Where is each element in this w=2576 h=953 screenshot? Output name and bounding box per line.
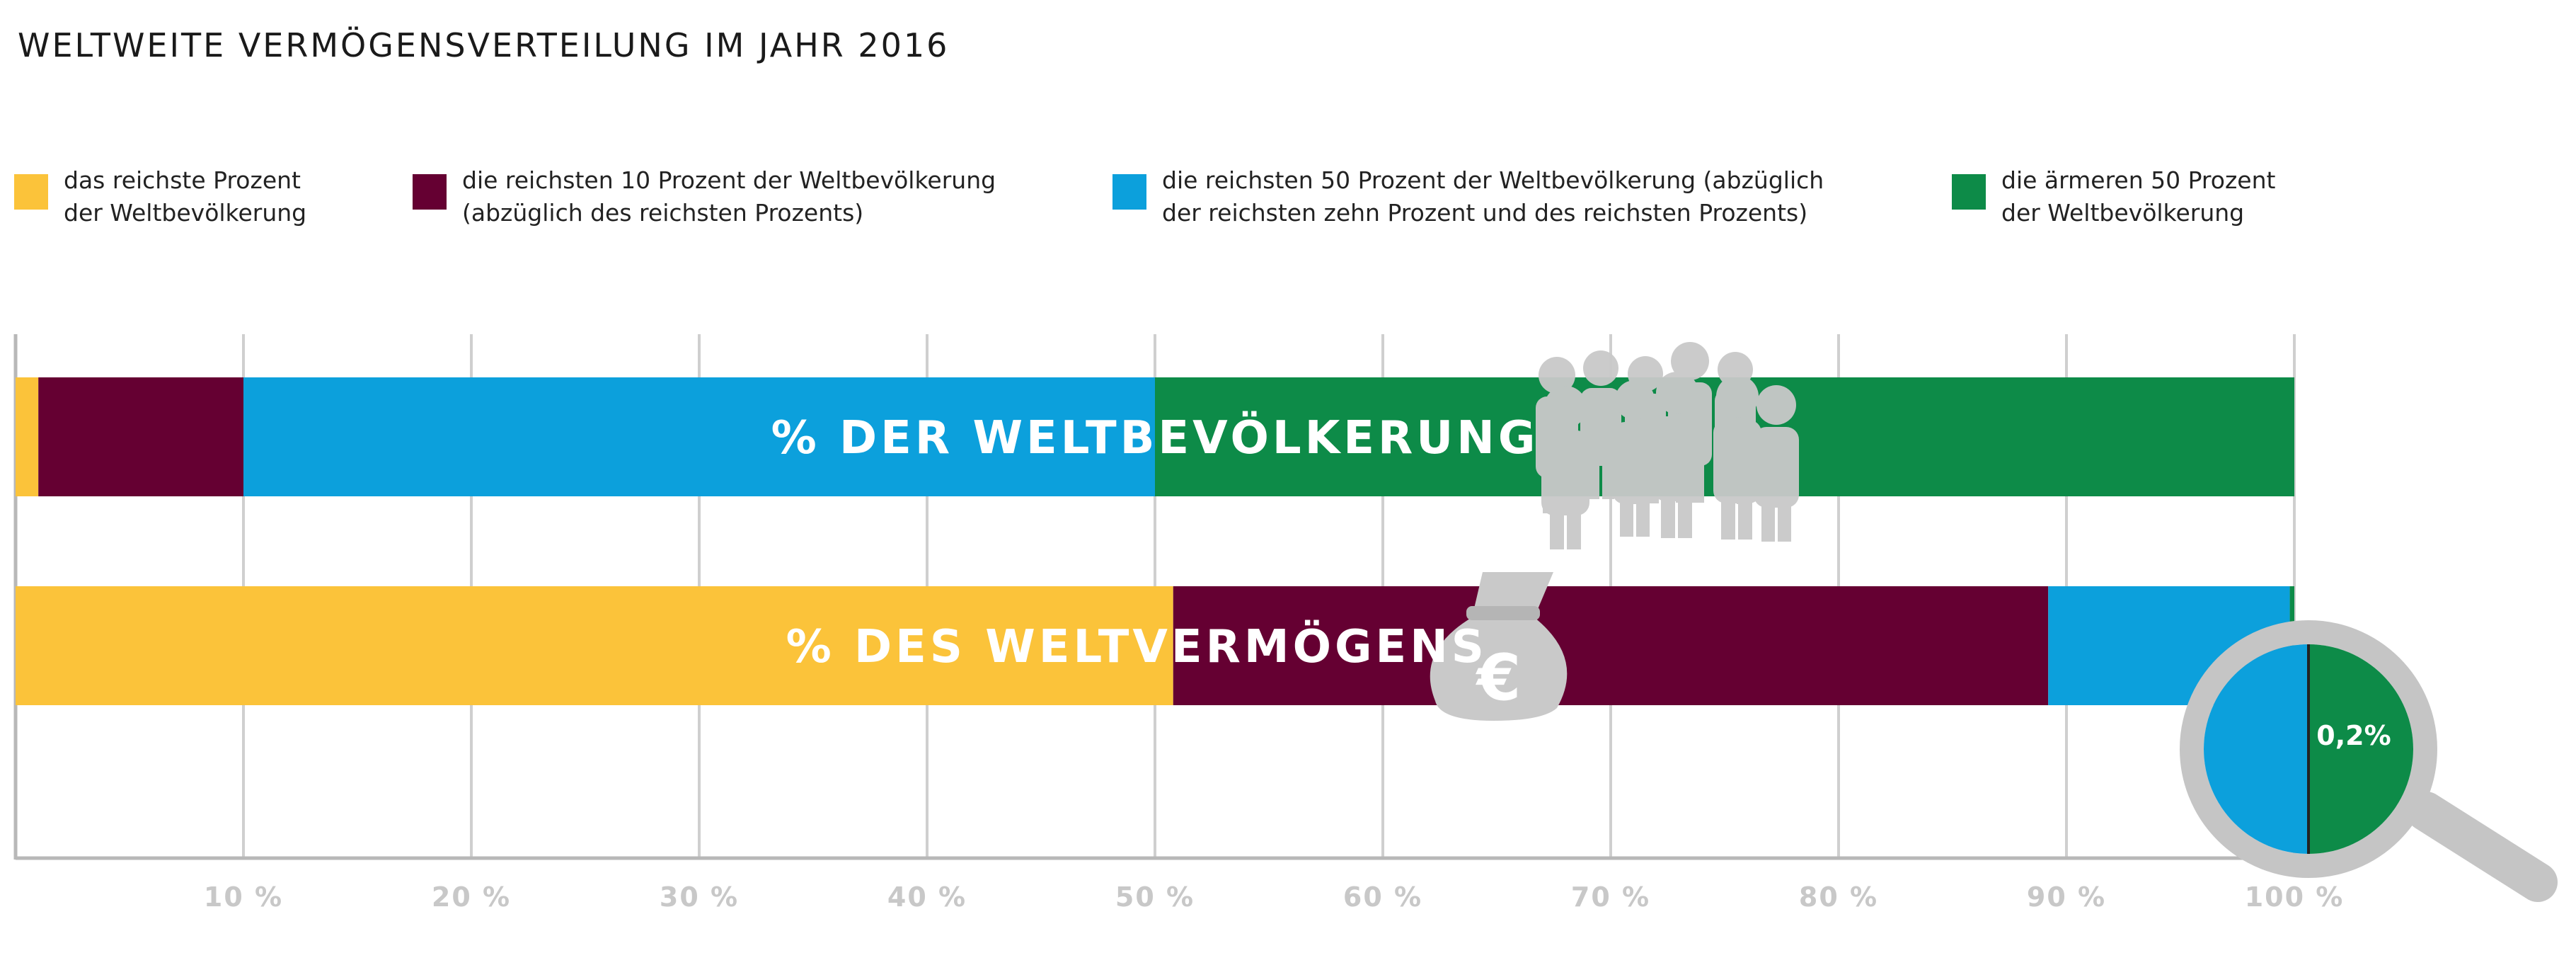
- legend-label-bottom50: die ärmeren 50 Prozent: [2001, 166, 2275, 194]
- zoom-circle: [2180, 620, 2437, 878]
- bar-segment-wealth-top10: [1173, 586, 2049, 705]
- bar-labels: % DER WELTBEVÖLKERUNG % DES WELTVERMÖGENS: [771, 411, 1539, 673]
- people-icon: [1536, 342, 1799, 549]
- money-bag-icon: €: [1430, 572, 1568, 721]
- bar-segment-population-top50: [243, 377, 1155, 496]
- x-tick-label: 10 %: [204, 881, 283, 913]
- legend-label-top10: (abzüglich des reichsten Prozents): [462, 199, 863, 227]
- x-tick-label: 80 %: [1799, 881, 1878, 913]
- legend-swatch-bottom50: [1952, 174, 1986, 210]
- magnifier-icon: 0,2%: [2180, 620, 2558, 902]
- legend-swatch-top1: [14, 174, 48, 210]
- x-tick-label: 100 %: [2245, 881, 2345, 913]
- x-tick-label: 60 %: [1343, 881, 1422, 913]
- legend-label-top50: der reichsten zehn Prozent und des reich…: [1162, 199, 1807, 227]
- bar-label-population: % DER WELTBEVÖLKERUNG: [771, 411, 1539, 464]
- x-tick-label: 50 %: [1115, 881, 1195, 913]
- bar-segment-wealth-top1: [16, 586, 1173, 705]
- x-tick-label: 40 %: [887, 881, 967, 913]
- bar-label-wealth: % DES WELTVERMÖGENS: [786, 620, 1488, 673]
- x-tick-label: 20 %: [432, 881, 511, 913]
- legend-label-top50: die reichsten 50 Prozent der Weltbevölke…: [1162, 166, 1824, 194]
- x-tick-label: 70 %: [1571, 881, 1650, 913]
- zoom-label: 0,2%: [2316, 720, 2391, 751]
- legend-swatch-top50: [1112, 174, 1146, 210]
- legend-label-top1: das reichste Prozent: [64, 166, 301, 194]
- legend: das reichste Prozent der Weltbevölkerung d…: [14, 166, 2275, 227]
- legend-label-bottom50: der Weltbevölkerung: [2001, 199, 2244, 227]
- legend-swatch-top10: [413, 174, 447, 210]
- x-tick-label: 90 %: [2027, 881, 2106, 913]
- bar-segment-population-top1: [16, 377, 39, 496]
- legend-label-top1: der Weltbevölkerung: [64, 199, 306, 227]
- x-tick-label: 30 %: [660, 881, 739, 913]
- svg-text:€: €: [1476, 641, 1522, 715]
- bar-segment-population-top10: [38, 377, 243, 496]
- legend-label-top10: die reichsten 10 Prozent der Weltbevölke…: [462, 166, 996, 194]
- chart-title: WELTWEITE VERMÖGENSVERTEILUNG IM JAHR 20…: [18, 26, 949, 64]
